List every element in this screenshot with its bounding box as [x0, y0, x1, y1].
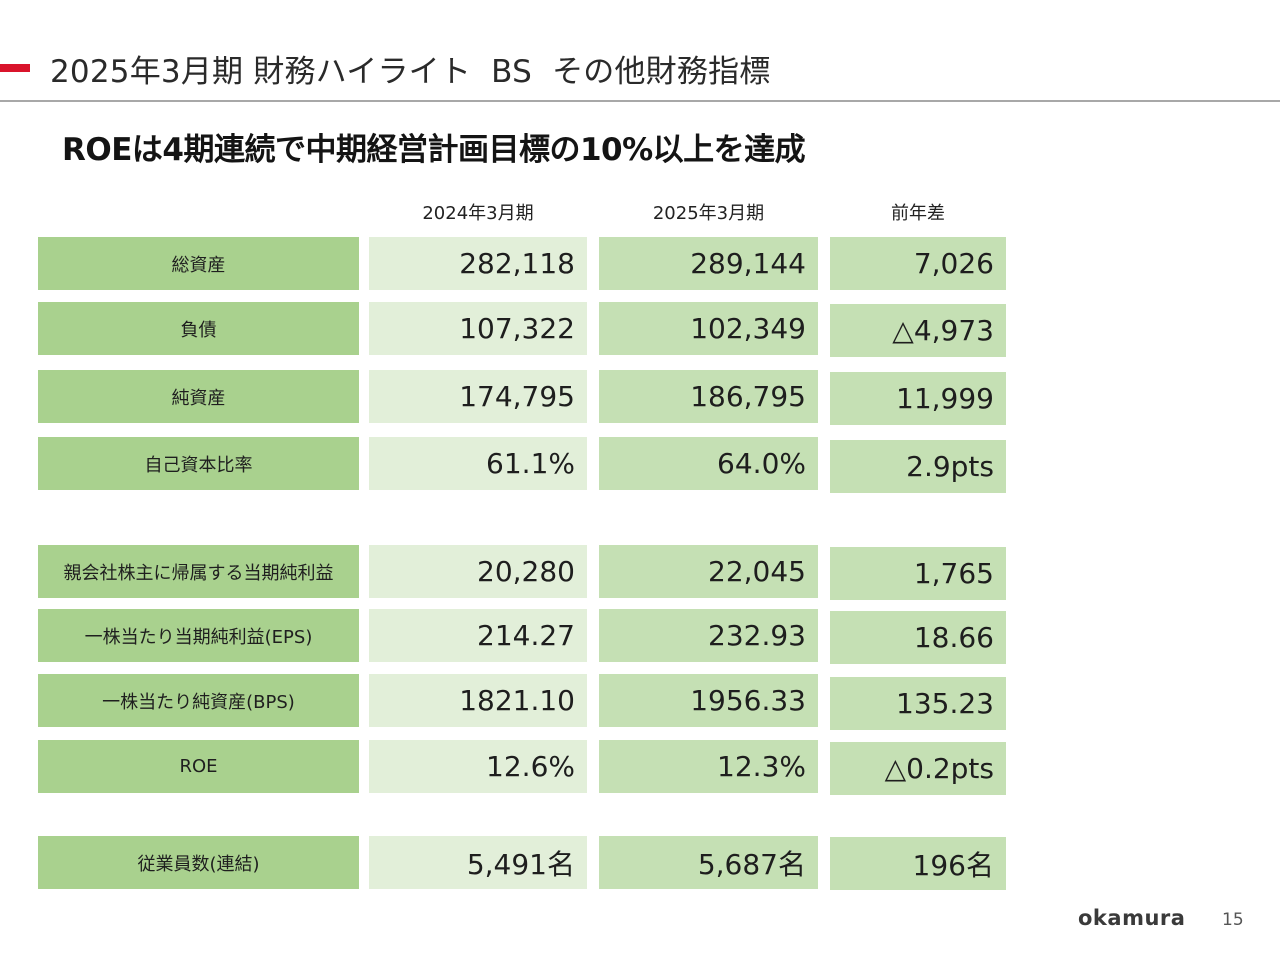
diff-liabilities: △4,973 [830, 304, 1006, 357]
value-2024-equity-ratio: 61.1% [369, 437, 587, 490]
row-label-net-income: 親会社株主に帰属する当期純利益 [38, 545, 359, 598]
page-title: 2025年3月期 財務ハイライト BS その他財務指標 [50, 54, 771, 90]
value-2025-bps: 1956.33 [599, 674, 818, 727]
value-2025-equity-ratio: 64.0% [599, 437, 818, 490]
value-2025-net-income: 22,045 [599, 545, 818, 598]
diff-equity-ratio: 2.9pts [830, 440, 1006, 493]
diff-bps: 135.23 [830, 677, 1006, 730]
title-accent-bar [0, 64, 30, 72]
diff-total-assets: 7,026 [830, 237, 1006, 290]
value-2024-total-assets: 282,118 [369, 237, 587, 290]
value-2024-employees: 5,491名 [369, 836, 587, 889]
column-header-diff: 前年差 [891, 203, 945, 224]
diff-net-income: 1,765 [830, 547, 1006, 600]
row-label-eps: 一株当たり当期純利益(EPS) [38, 609, 359, 662]
row-label-equity-ratio: 自己資本比率 [38, 437, 359, 490]
diff-eps: 18.66 [830, 611, 1006, 664]
value-2024-roe: 12.6% [369, 740, 587, 793]
row-label-roe: ROE [38, 740, 359, 793]
value-2024-net-assets: 174,795 [369, 370, 587, 423]
value-2025-net-assets: 186,795 [599, 370, 818, 423]
title-divider [0, 100, 1280, 102]
value-2024-net-income: 20,280 [369, 545, 587, 598]
diff-employees: 196名 [830, 837, 1006, 890]
value-2025-total-assets: 289,144 [599, 237, 818, 290]
row-label-liabilities: 負債 [38, 302, 359, 355]
row-label-total-assets: 総資産 [38, 237, 359, 290]
value-2025-liabilities: 102,349 [599, 302, 818, 355]
value-2024-bps: 1821.10 [369, 674, 587, 727]
row-label-bps: 一株当たり純資産(BPS) [38, 674, 359, 727]
row-label-net-assets: 純資産 [38, 370, 359, 423]
value-2025-eps: 232.93 [599, 609, 818, 662]
value-2025-employees: 5,687名 [599, 836, 818, 889]
value-2024-liabilities: 107,322 [369, 302, 587, 355]
row-label-employees: 従業員数(連結) [38, 836, 359, 889]
value-2025-roe: 12.3% [599, 740, 818, 793]
column-header-2024: 2024年3月期 [422, 203, 534, 224]
diff-net-assets: 11,999 [830, 372, 1006, 425]
value-2024-eps: 214.27 [369, 609, 587, 662]
headline: ROEは4期連続で中期経営計画目標の10%以上を達成 [62, 132, 806, 168]
page-number: 15 [1222, 910, 1244, 930]
okamura-logo: okamura [1078, 906, 1186, 930]
column-header-2025: 2025年3月期 [652, 203, 765, 224]
diff-roe: △0.2pts [830, 742, 1006, 795]
